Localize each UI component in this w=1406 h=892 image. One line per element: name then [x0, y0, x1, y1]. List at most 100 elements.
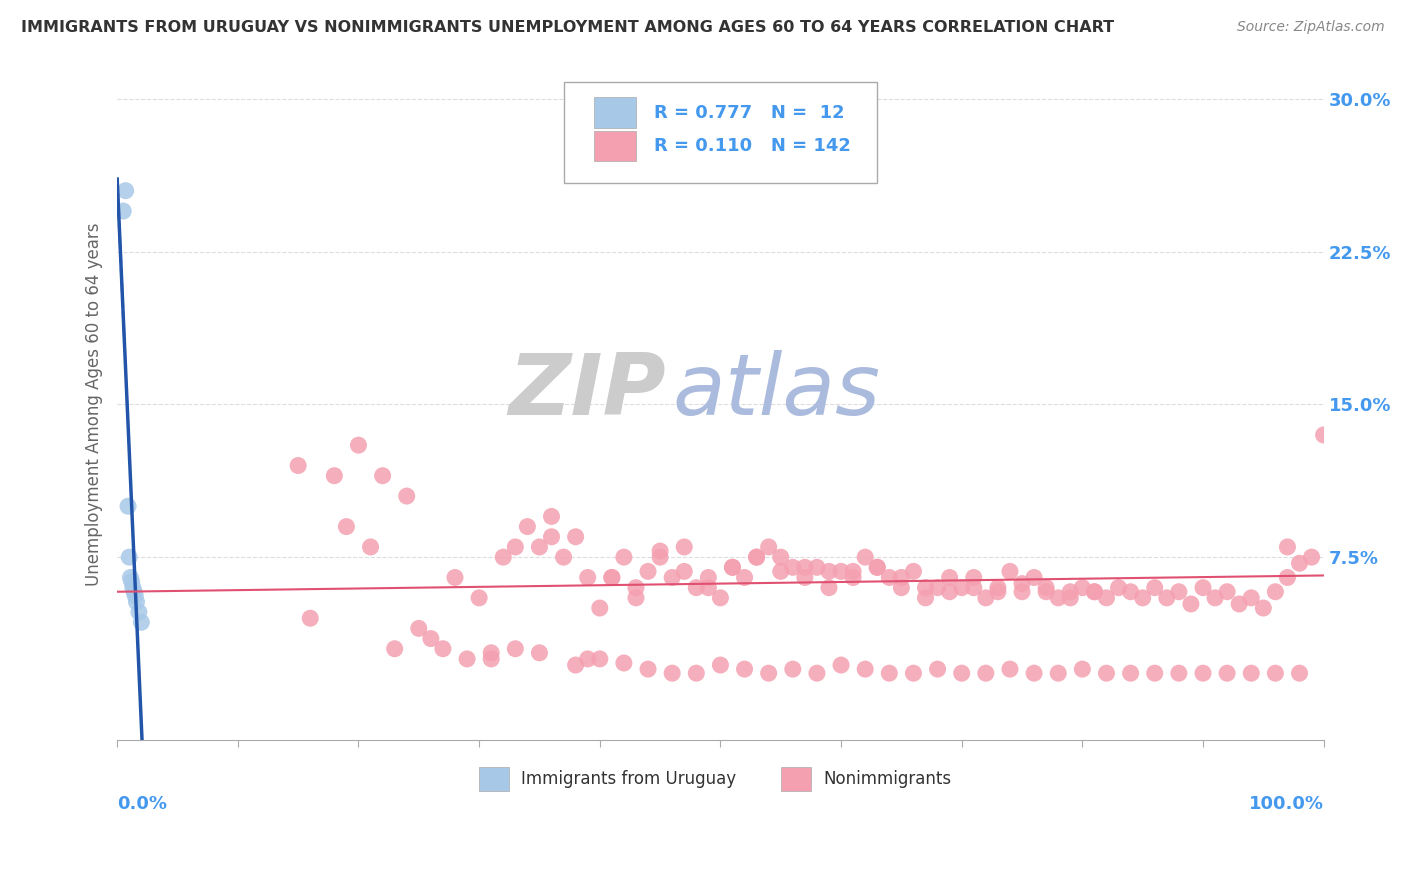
Point: [479, 646, 502, 660]
Point: [112, 204, 135, 219]
Point: [806, 666, 828, 681]
Point: [1083, 584, 1105, 599]
Point: [879, 666, 901, 681]
Point: [1119, 584, 1142, 599]
Point: [673, 565, 696, 579]
Point: [685, 581, 707, 595]
Point: [613, 656, 636, 670]
Point: [927, 662, 949, 676]
Point: [734, 662, 756, 676]
Point: [998, 662, 1021, 676]
Point: [1227, 597, 1250, 611]
Point: [505, 540, 527, 554]
Point: [1035, 581, 1057, 595]
Point: [1047, 666, 1070, 681]
Point: [866, 560, 889, 574]
Point: [769, 565, 792, 579]
Point: [950, 581, 973, 595]
Point: [685, 666, 707, 681]
Point: [950, 666, 973, 681]
Point: [1264, 666, 1286, 681]
Point: [987, 584, 1010, 599]
Point: [444, 570, 467, 584]
Point: [122, 584, 145, 599]
Point: [661, 666, 683, 681]
Point: [1301, 550, 1323, 565]
Point: [758, 666, 780, 681]
Point: [1011, 576, 1033, 591]
Point: [1071, 581, 1094, 595]
Point: [1143, 666, 1166, 681]
Point: [697, 570, 720, 584]
Point: [529, 540, 551, 554]
Point: [758, 540, 780, 554]
Point: [1167, 666, 1189, 681]
Point: [903, 666, 925, 681]
Point: [540, 530, 562, 544]
Point: [938, 570, 960, 584]
Point: [697, 581, 720, 595]
Point: [1022, 666, 1045, 681]
Point: [927, 581, 949, 595]
Point: [1022, 570, 1045, 584]
Point: [637, 565, 659, 579]
Point: [721, 560, 744, 574]
Point: [806, 560, 828, 574]
Point: [1240, 666, 1263, 681]
Point: [734, 570, 756, 584]
Point: [830, 565, 852, 579]
Point: [1132, 591, 1154, 605]
Point: [974, 591, 997, 605]
Point: [1204, 591, 1226, 605]
Y-axis label: Unemployment Among Ages 60 to 64 years: Unemployment Among Ages 60 to 64 years: [86, 223, 103, 586]
Point: [479, 652, 502, 666]
Point: [721, 560, 744, 574]
Point: [624, 581, 647, 595]
Point: [1143, 581, 1166, 595]
Point: [818, 565, 841, 579]
Point: [1180, 597, 1202, 611]
Point: [673, 540, 696, 554]
Point: [128, 605, 150, 619]
Text: IMMIGRANTS FROM URUGUAY VS NONIMMIGRANTS UNEMPLOYMENT AMONG AGES 60 TO 64 YEARS : IMMIGRANTS FROM URUGUAY VS NONIMMIGRANTS…: [21, 20, 1114, 35]
Bar: [479, 767, 509, 790]
Point: [505, 641, 527, 656]
Point: [818, 581, 841, 595]
Point: [842, 570, 865, 584]
Point: [118, 550, 141, 565]
Point: [287, 458, 309, 473]
Point: [121, 574, 143, 589]
Point: [125, 595, 148, 609]
Point: [347, 438, 370, 452]
Text: R = 0.777   N =  12: R = 0.777 N = 12: [654, 103, 845, 122]
Point: [1216, 584, 1239, 599]
Bar: [593, 131, 636, 161]
Point: [903, 565, 925, 579]
Text: atlas: atlas: [672, 350, 880, 433]
Text: Source: ZipAtlas.com: Source: ZipAtlas.com: [1237, 20, 1385, 34]
Point: [1277, 540, 1299, 554]
Point: [323, 468, 346, 483]
Point: [432, 641, 454, 656]
Point: [963, 581, 986, 595]
Point: [745, 550, 768, 565]
Bar: [780, 767, 811, 790]
Point: [589, 652, 612, 666]
Point: [1011, 584, 1033, 599]
Point: [1156, 591, 1178, 605]
Point: [419, 632, 441, 646]
Point: [1192, 581, 1215, 595]
Point: [1312, 428, 1334, 442]
Point: [709, 658, 731, 673]
Point: [1095, 591, 1118, 605]
Point: [529, 646, 551, 660]
Point: [516, 519, 538, 533]
Point: [1108, 581, 1130, 595]
Point: [120, 570, 142, 584]
Point: [1167, 584, 1189, 599]
Text: Nonimmigrants: Nonimmigrants: [823, 770, 950, 788]
Text: R = 0.110   N = 142: R = 0.110 N = 142: [654, 137, 851, 155]
Point: [914, 581, 936, 595]
Point: [853, 662, 876, 676]
Point: [709, 591, 731, 605]
